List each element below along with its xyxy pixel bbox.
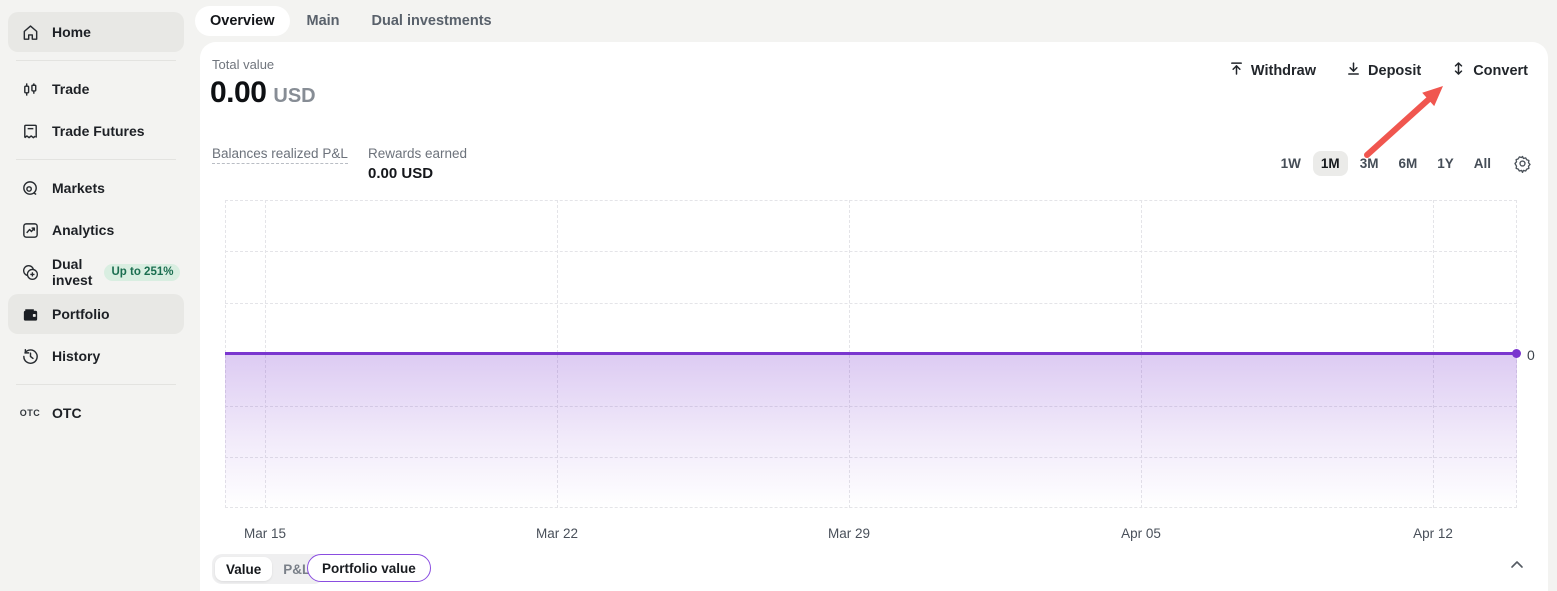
account-actions: Withdraw Deposit Convert [1229,61,1528,80]
chart-zero-value-line [225,352,1517,355]
sidebar-item-analytics[interactable]: Analytics [8,210,184,250]
sidebar-item-label: Trade Futures [52,123,145,139]
x-tick-label: Apr 05 [1121,526,1161,541]
dual-invest-badge: Up to 251% [104,263,181,281]
x-tick-label: Mar 29 [827,526,871,541]
range-1w[interactable]: 1W [1280,156,1301,171]
segment-pl[interactable]: P&L [283,561,311,577]
sidebar-item-label: Markets [52,180,105,196]
gridline-horizontal [225,406,1517,407]
gridline-horizontal [225,200,1517,201]
total-value-currency: USD [273,85,316,107]
gridline-horizontal [225,457,1517,458]
sidebar-item-trade[interactable]: Trade [8,69,184,109]
sidebar-item-label: History [52,348,101,364]
sidebar: Home Trade Trade Futures Markets Analyti… [0,0,192,591]
gridline-horizontal [225,507,1517,508]
tab-main[interactable]: Main [306,13,340,29]
portfolio-overview-card: Total value 0.00 USD Balances realized P… [200,42,1548,591]
otc-text-icon: OTC [19,408,41,418]
sidebar-item-home[interactable]: Home [8,12,184,52]
gridline-horizontal [225,303,1517,304]
candlestick-icon [20,79,40,99]
withdraw-icon [1229,61,1244,80]
total-value-amount: 0.00 [210,76,267,109]
withdraw-label: Withdraw [1250,62,1317,79]
coin-icon [20,178,40,198]
sidebar-item-label: Dual invest [52,256,93,288]
sidebar-divider [16,60,176,61]
total-value: 0.00 USD [210,76,316,110]
deposit-icon [1346,61,1361,80]
range-3m[interactable]: 3M [1359,156,1379,171]
gridline-horizontal [225,251,1517,252]
x-tick-label: Mar 22 [535,526,579,541]
sidebar-divider [16,384,176,385]
sidebar-divider [16,159,176,160]
chart-area-fill [225,355,1517,508]
tab-dual-investments[interactable]: Dual investments [371,13,492,29]
convert-icon [1451,61,1466,80]
rewards-earned-value: 0.00 USD [368,165,434,182]
top-tab-bar: Overview Main Dual investments [192,0,507,42]
sidebar-item-label: OTC [52,405,82,421]
sidebar-item-trade-futures[interactable]: Trade Futures [8,111,184,151]
tab-overview[interactable]: Overview [195,6,290,36]
convert-label: Convert [1473,62,1528,79]
range-1m[interactable]: 1M [1312,151,1348,176]
segment-value[interactable]: Value [215,557,273,581]
chart-settings-gear-icon[interactable] [1513,154,1532,173]
collapse-chevron-up-icon[interactable] [1510,560,1524,569]
sidebar-item-label: Home [52,24,91,40]
portfolio-value-chart[interactable] [225,200,1521,508]
sidebar-item-label: Analytics [52,222,115,238]
sidebar-item-otc[interactable]: OTC OTC [8,393,184,433]
convert-button[interactable]: Convert [1451,61,1528,80]
x-tick-label: Mar 15 [243,526,287,541]
range-1y[interactable]: 1Y [1437,156,1454,171]
rewards-earned-label: Rewards earned [368,146,468,161]
sidebar-item-label: Portfolio [52,306,110,322]
sidebar-item-portfolio[interactable]: Portfolio [8,294,184,334]
sidebar-item-history[interactable]: History [8,336,184,376]
sidebar-item-markets[interactable]: Markets [8,168,184,208]
range-all[interactable]: All [1473,156,1491,171]
deposit-button[interactable]: Deposit [1346,61,1421,80]
balances-realized-pl-label[interactable]: Balances realized P&L [212,146,348,164]
total-value-label: Total value [212,57,275,72]
range-6m[interactable]: 6M [1398,156,1418,171]
y-axis-end-label: 0 [1527,347,1535,363]
wallet-icon [20,304,40,324]
sidebar-item-dual-invest[interactable]: Dual invest Up to 251% [8,252,184,292]
futures-doc-icon [20,121,40,141]
sidebar-item-label: Trade [52,81,90,97]
x-tick-label: Apr 12 [1413,526,1453,541]
time-range-selector: 1W 1M 3M 6M 1Y All [1273,151,1532,176]
chart-latest-point-dot [1512,349,1521,358]
analytics-icon [20,220,40,240]
withdraw-button[interactable]: Withdraw [1229,61,1316,80]
dual-circles-icon [20,262,40,282]
home-icon [20,22,40,42]
history-icon [20,346,40,366]
portfolio-value-filter-button[interactable]: Portfolio value [307,554,431,582]
value-pl-segmented-control: Value P&L [212,554,325,584]
deposit-label: Deposit [1368,62,1422,79]
